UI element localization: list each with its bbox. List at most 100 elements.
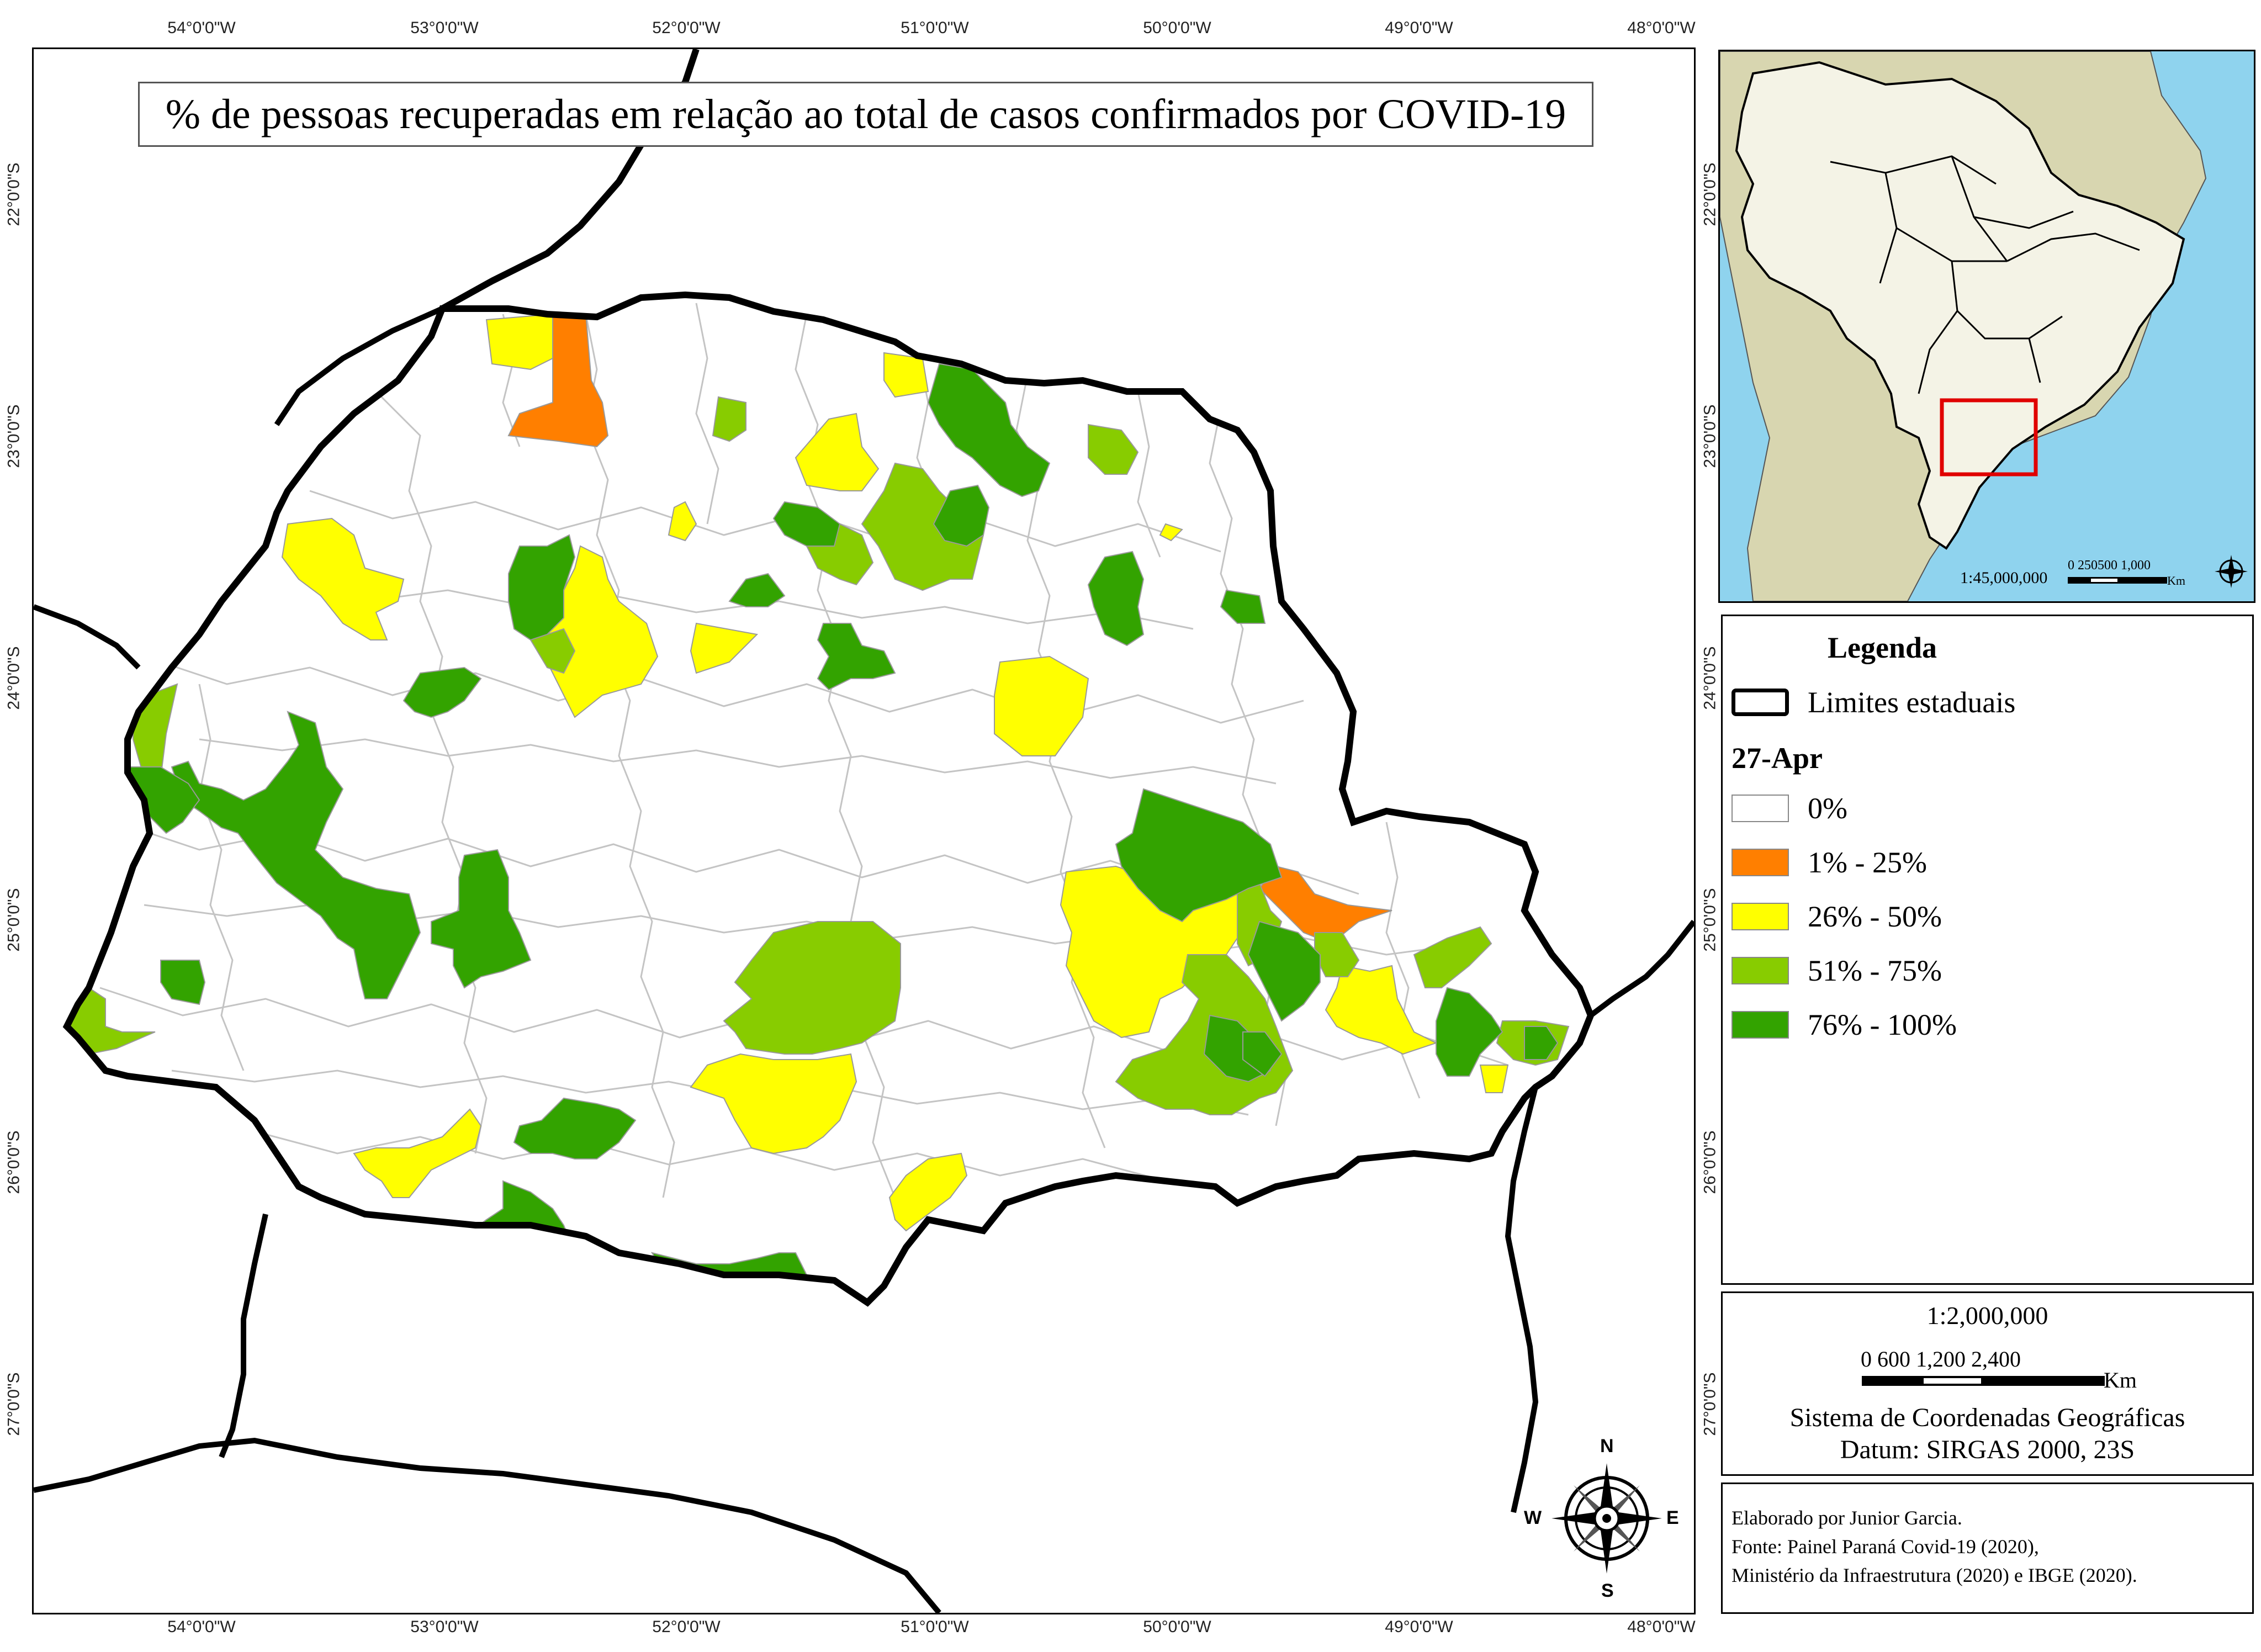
municipality-yellow[interactable] <box>888 1152 968 1232</box>
municipality-dark-green[interactable] <box>508 534 576 641</box>
inset-map-svg <box>1720 51 2248 601</box>
municipality-dark-green[interactable] <box>927 363 1051 497</box>
scale-bar <box>1862 1376 2105 1386</box>
municipality-yellow[interactable] <box>485 313 553 370</box>
municipality-light-green[interactable] <box>723 921 901 1055</box>
municipality-dark-green[interactable] <box>933 484 990 547</box>
lat-tick-right: 26°0'0"S <box>1701 1130 1719 1194</box>
scale-info-box: 1:2,000,000 0 600 1,200 2,400 Km Sistema… <box>1721 1291 2254 1476</box>
legend-panel: Legenda Limites estaduais 27-Apr 0% 1% -… <box>1721 615 2254 1285</box>
lat-tick-left: 23°0'0"S <box>4 404 23 468</box>
lat-tick-right: 23°0'0"S <box>1701 404 1719 468</box>
municipality-dark-green[interactable] <box>403 666 482 718</box>
lat-tick-left: 25°0'0"S <box>4 888 23 952</box>
municipality-yellow[interactable] <box>994 655 1089 756</box>
municipality-yellow[interactable] <box>690 1053 857 1155</box>
municipality-dark-green[interactable] <box>1115 788 1283 923</box>
main-map[interactable] <box>32 47 1696 1614</box>
credit-author: Elaborado por Junior Garcia. <box>1732 1507 1962 1529</box>
municipality-light-green[interactable] <box>1413 926 1492 988</box>
compass-west-label: W <box>1524 1507 1542 1528</box>
legend-label: 0% <box>1808 792 1847 825</box>
parana-map-svg <box>34 49 1694 1613</box>
municipality-dark-green[interactable] <box>513 1097 637 1159</box>
legend-label: 26% - 50% <box>1808 900 1942 933</box>
municipality-dark-green[interactable] <box>1247 920 1321 1022</box>
state-border-west <box>34 604 141 670</box>
lat-tick-right: 27°0'0"S <box>1701 1372 1719 1436</box>
compass-east-label: E <box>1666 1507 1679 1528</box>
municipality-yellow[interactable] <box>281 517 405 640</box>
legend-label: Limites estaduais <box>1808 686 2016 719</box>
lat-tick-right: 22°0'0"S <box>1701 162 1719 226</box>
municipality-yellow[interactable] <box>1325 965 1438 1055</box>
municipality-yellow[interactable] <box>668 501 697 542</box>
legend-label: 76% - 100% <box>1808 1008 1957 1041</box>
class-swatch <box>1732 849 1789 876</box>
credits-box: Elaborado por Junior Garcia. Fonte: Pain… <box>1721 1482 2254 1614</box>
coordinate-system: Sistema de Coordenadas Geográficas <box>1789 1403 2185 1432</box>
compass-rose-icon <box>1552 1463 1662 1574</box>
compass-north-label: N <box>1600 1436 1614 1457</box>
legend-item-state-limits: Limites estaduais <box>1732 686 2015 719</box>
class-swatch <box>1732 903 1789 930</box>
municipality-yellow[interactable] <box>1159 523 1183 542</box>
lon-tick-bottom: 51°0'0"W <box>901 1618 969 1636</box>
municipality-dark-green[interactable] <box>728 573 786 607</box>
legend-label: 51% - 75% <box>1808 954 1942 987</box>
municipality-dark-green[interactable] <box>817 623 896 691</box>
class-swatch <box>1732 795 1789 822</box>
municipality-orange[interactable] <box>507 314 609 448</box>
legend-title: Legenda <box>1828 631 1937 664</box>
state-border-sc-west <box>219 1213 268 1458</box>
legend-date: 27-Apr <box>1732 742 1823 775</box>
lon-tick-bottom: 48°0'0"W <box>1627 1618 1696 1636</box>
lat-tick-left: 22°0'0"S <box>4 162 23 226</box>
municipality-light-green[interactable] <box>1088 423 1139 475</box>
lat-tick-left: 26°0'0"S <box>4 1130 23 1194</box>
credit-source: Fonte: Painel Paraná Covid-19 (2020), <box>1732 1535 2039 1558</box>
inset-map-brazil[interactable]: 1:45,000,000 0 250500 1,000 Km <box>1718 50 2255 603</box>
municipality-yellow[interactable] <box>690 622 759 674</box>
municipality-light-green[interactable] <box>529 628 576 674</box>
lat-tick-left: 24°0'0"S <box>4 646 23 710</box>
municipalities-group <box>67 295 1591 1302</box>
state-limit-swatch <box>1732 689 1789 716</box>
lat-tick-right: 24°0'0"S <box>1701 646 1719 710</box>
lon-tick-bottom: 52°0'0"W <box>652 1618 721 1636</box>
municipality-dark-green[interactable] <box>772 501 841 547</box>
municipality-light-green[interactable] <box>712 396 746 442</box>
brazil-land <box>1735 61 2185 550</box>
municipality-light-green[interactable] <box>861 462 984 591</box>
lon-tick-top: 48°0'0"W <box>1627 19 1696 37</box>
state-border-sc-south <box>34 1437 941 1613</box>
lon-tick-top: 53°0'0"W <box>410 19 479 37</box>
map-title: % de pessoas recuperadas em relação ao t… <box>138 82 1593 147</box>
legend-item-class-3: 51% - 75% <box>1732 954 1942 987</box>
municipality-yellow[interactable] <box>1479 1065 1509 1093</box>
municipality-dark-green[interactable] <box>160 960 206 1005</box>
municipality-dark-green[interactable] <box>1524 1026 1559 1060</box>
lon-tick-top: 49°0'0"W <box>1385 19 1453 37</box>
municipality-dark-green[interactable] <box>1220 589 1266 624</box>
scale-ratio: 1:2,000,000 <box>1926 1301 2048 1330</box>
datum: Datum: SIRGAS 2000, 23S <box>1840 1435 2135 1464</box>
lon-tick-top: 54°0'0"W <box>167 19 236 37</box>
legend-label: 1% - 25% <box>1808 846 1927 879</box>
legend-item-class-1: 1% - 25% <box>1732 846 1927 879</box>
inset-scale-ratio: 1:45,000,000 <box>1960 569 2048 587</box>
municipality-dark-green[interactable] <box>1436 987 1503 1077</box>
coastline-north <box>1589 919 1694 1018</box>
municipality-dark-green[interactable] <box>1087 550 1145 647</box>
municipality-dark-green[interactable] <box>1242 1031 1283 1077</box>
legend-item-class-4: 76% - 100% <box>1732 1008 1957 1041</box>
state-border-ms <box>274 306 444 426</box>
municipality-yellow[interactable] <box>353 1108 482 1198</box>
municipality-dark-green[interactable] <box>431 849 532 989</box>
municipality-yellow[interactable] <box>795 412 880 491</box>
municipality-dark-green[interactable] <box>171 711 421 999</box>
municipality-orange[interactable] <box>1258 865 1392 945</box>
legend-item-class-0: 0% <box>1732 792 1847 825</box>
legend-item-class-2: 26% - 50% <box>1732 900 1942 933</box>
lat-tick-right: 25°0'0"S <box>1701 888 1719 952</box>
